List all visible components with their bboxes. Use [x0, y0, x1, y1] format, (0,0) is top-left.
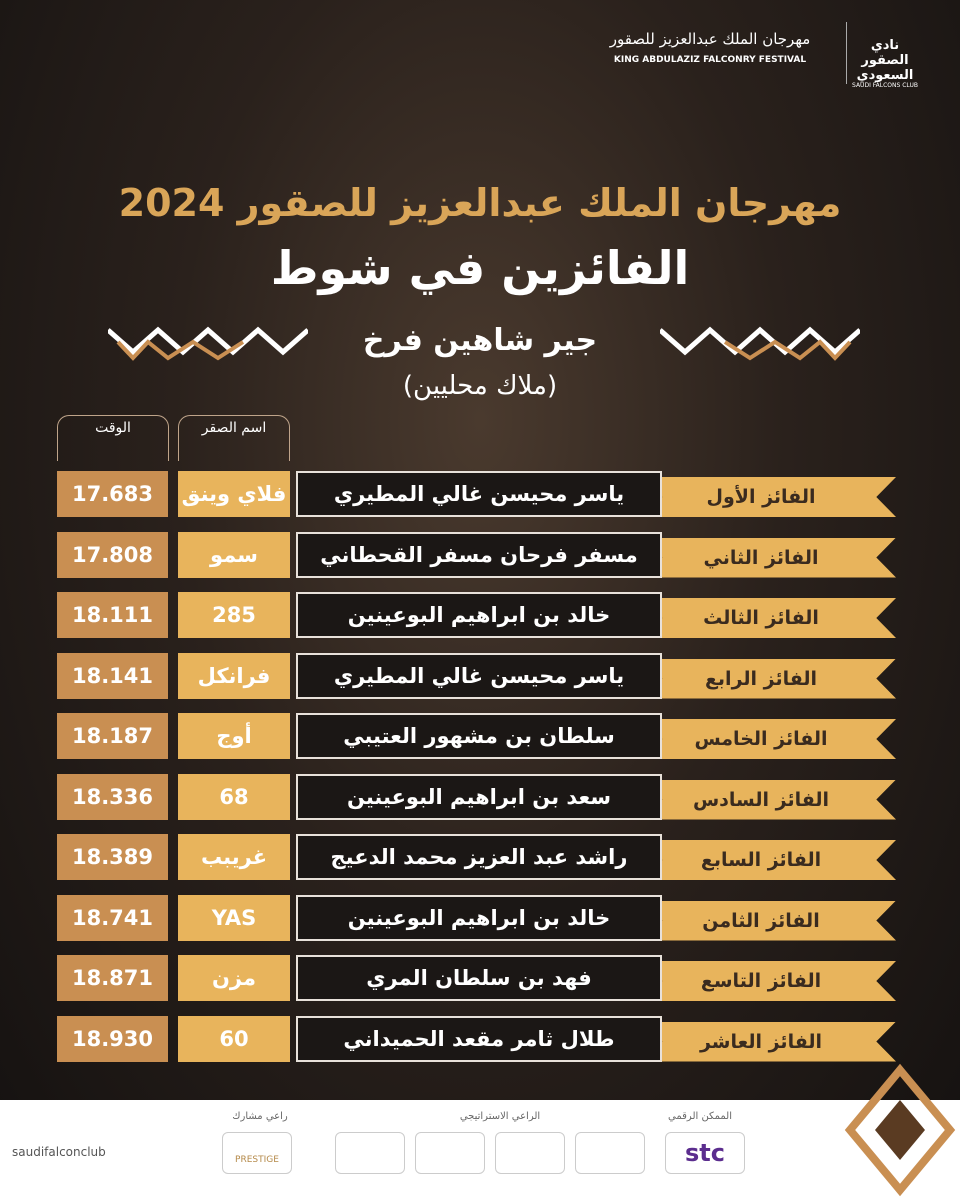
festival-name-ar: مهرجان الملك عبدالعزيز للصقور [609, 30, 811, 48]
time-value: 18.871 [57, 955, 168, 1001]
falcon-name: مزن [178, 955, 290, 1001]
owner-name: ياسر محيسن غالي المطيري [296, 471, 662, 517]
rank-label: الفائز الخامس [650, 719, 896, 759]
subcategory: (ملاك محليين) [402, 371, 558, 401]
rank-label: الفائز الأول [650, 477, 896, 517]
club-name-en: SAUDI FALCONS CLUB [852, 81, 918, 89]
owner-name: راشد عبد العزيز محمد الدعيج [296, 834, 662, 880]
falcon-name: فلاي وينق [178, 471, 290, 517]
falcon-name: سمو [178, 531, 290, 578]
subtitle: الفائزين في شوط [270, 241, 690, 295]
time-value: 18.930 [57, 1015, 168, 1062]
sponsor-logo: PRESTIGE [222, 1132, 292, 1174]
festival-name-en: KING ABDULAZIZ FALCONRY FESTIVAL [613, 55, 807, 65]
sponsor-logo: stc [665, 1132, 745, 1174]
time-value: 17.683 [57, 471, 168, 517]
rank-label: الفائز الثالث [650, 598, 896, 638]
footer-ornament [844, 1063, 956, 1197]
falcon-name: 285 [178, 592, 290, 638]
footer [0, 1100, 960, 1200]
owner-name: سلطان بن مشهور العتيبي [296, 713, 662, 759]
social-handle: saudifalconclub [12, 1145, 106, 1159]
owner-name: سعد بن ابراهيم البوعينين [296, 773, 662, 820]
club-name-ar: نادي الصقور السعودي [856, 37, 914, 83]
time-value: 18.741 [57, 894, 168, 941]
time-value: 18.141 [57, 652, 168, 699]
falcon-name: فرانكل [178, 652, 290, 699]
sponsor-label: الممكن الرقمي [668, 1110, 732, 1122]
time-value: 18.111 [57, 592, 168, 638]
falcon-name: غريبب [178, 834, 290, 880]
owner-name: خالد بن ابراهيم البوعينين [296, 592, 662, 638]
owner-name: فهد بن سلطان المري [296, 955, 662, 1001]
rank-label: الفائز الثامن [650, 900, 896, 941]
owner-name: ياسر محيسن غالي المطيري [296, 652, 662, 699]
sponsor-logo [495, 1132, 565, 1174]
falcon-name: YAS [178, 894, 290, 941]
falcon-name: أوج [178, 713, 290, 759]
rank-label: الفائز السابع [650, 840, 896, 880]
decoration-right [660, 326, 860, 361]
sponsor-logo [575, 1132, 645, 1174]
rank-label: الفائز السادس [650, 779, 896, 820]
column-header: اسم الصقر [178, 415, 290, 461]
divider [846, 22, 847, 84]
falcon-name: 60 [178, 1015, 290, 1062]
owner-name: طلال ثامر مقعد الحميداني [296, 1015, 662, 1062]
owner-name: مسفر فرحان مسفر القحطاني [296, 531, 662, 578]
rank-label: الفائز التاسع [650, 961, 896, 1001]
time-value: 18.336 [57, 773, 168, 820]
title: مهرجان الملك عبدالعزيز للصقور 2024 [118, 181, 842, 225]
rank-label: الفائز الرابع [650, 658, 896, 699]
sponsor-label: الراعي الاستراتيجي [459, 1110, 541, 1122]
time-value: 18.187 [57, 713, 168, 759]
sponsor-logo [335, 1132, 405, 1174]
sponsor-label: راعي مشارك [232, 1110, 288, 1122]
rank-label: الفائز العاشر [650, 1021, 896, 1062]
sponsor-logo [415, 1132, 485, 1174]
time-value: 18.389 [57, 834, 168, 880]
falcon-name: 68 [178, 773, 290, 820]
rank-label: الفائز الثاني [650, 537, 896, 578]
owner-name: خالد بن ابراهيم البوعينين [296, 894, 662, 941]
decoration-left [108, 326, 308, 361]
time-value: 17.808 [57, 531, 168, 578]
column-header: الوقت [57, 415, 169, 461]
category: جير شاهين فرخ [362, 322, 598, 358]
